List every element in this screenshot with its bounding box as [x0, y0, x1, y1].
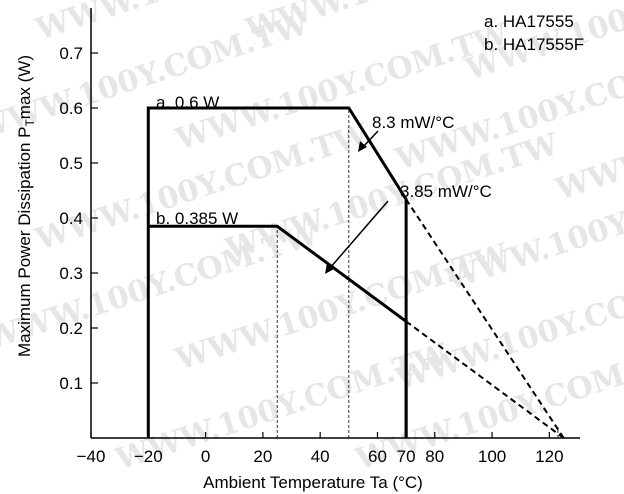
annotation-a-level: a. 0.6 W	[156, 93, 219, 112]
x-tick-label: 40	[311, 447, 330, 466]
series-a-extension	[405, 198, 565, 439]
legend-item-a: a. HA17555	[484, 12, 574, 31]
y-axis-ticks: 0.1 0.2 0.3 0.4 0.5 0.6 0.7	[59, 44, 98, 393]
series-b-line	[148, 224, 408, 438]
y-tick-label: 0.3	[59, 264, 83, 283]
y-tick-label: 0.4	[59, 209, 83, 228]
x-tick-label: −40	[77, 447, 106, 466]
legend-item-b: b. HA17555F	[484, 35, 584, 54]
x-tick-label: −20	[134, 447, 163, 466]
x-axis-ticks: −40 −20 0 20 40 60 70 80 100 120	[77, 432, 564, 466]
x-tick-label: 120	[535, 447, 563, 466]
series-layer	[146, 106, 565, 439]
slope-b-arrow	[329, 200, 389, 269]
watermark-layer: WWW.100Y.COM.TWWWW.100Y.COM.TWWWW.100Y.C…	[0, 0, 624, 478]
x-tick-label: 80	[425, 447, 444, 466]
y-tick-label: 0.7	[59, 44, 83, 63]
y-axis-title-subscript: T	[23, 119, 37, 127]
x-tick-label: 100	[478, 447, 506, 466]
annotation-arrows	[325, 130, 389, 274]
y-tick-label: 0.5	[59, 154, 83, 173]
y-axis-title-tail: max (W)	[15, 55, 34, 119]
slope-b-arrowhead	[325, 263, 334, 274]
series-b-extension	[405, 320, 565, 439]
annotation-a-slope: 8.3 mW/°C	[372, 113, 454, 132]
guide-lines	[276, 108, 559, 438]
y-tick-label: 0.1	[59, 374, 83, 393]
slope-a-arrowhead	[358, 141, 367, 152]
y-axis-title: Maximum Power Dissipation PTmax (W)	[15, 55, 37, 357]
y-tick-label: 0.6	[59, 99, 83, 118]
annotation-b-level: b. 0.385 W	[156, 209, 238, 228]
annotation-b-slope: 3.85 mW/°C	[400, 182, 492, 201]
x-tick-label: 0	[201, 447, 210, 466]
y-axis-title-main: Maximum Power Dissipation P	[15, 127, 34, 358]
x-axis-title: Ambient Temperature Ta (°C)	[203, 473, 423, 492]
x-tick-label: 60	[368, 447, 387, 466]
y-tick-label: 0.2	[59, 319, 83, 338]
x-tick-label: 20	[253, 447, 272, 466]
series-a-line	[146, 106, 408, 438]
x-tick-label: 70	[397, 447, 416, 466]
